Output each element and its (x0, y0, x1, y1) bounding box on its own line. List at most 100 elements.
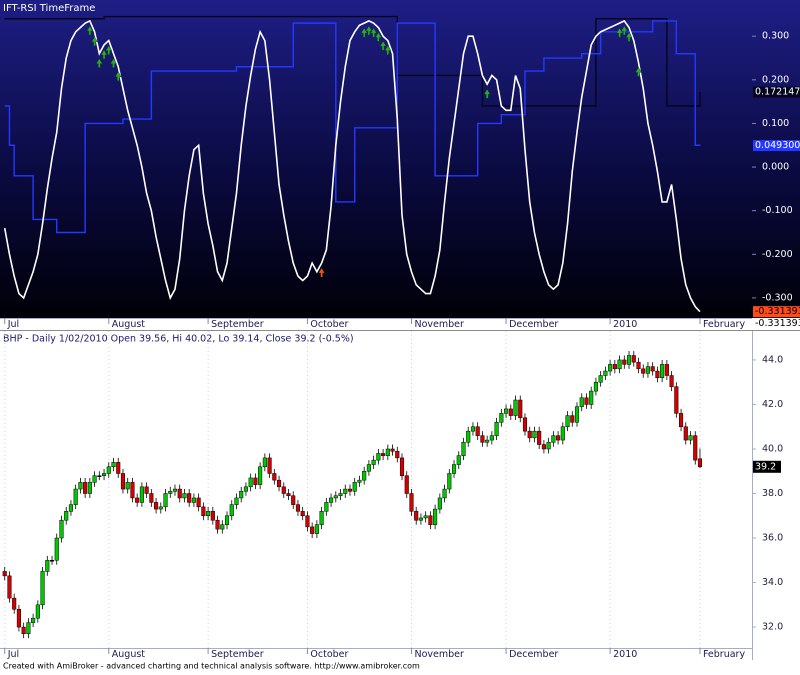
candle-body (447, 473, 452, 490)
candle-body (669, 375, 674, 387)
candle-body (295, 504, 301, 512)
candle-body (314, 524, 319, 534)
candle-body (409, 493, 414, 512)
candle-body (418, 517, 423, 521)
candle-body (73, 488, 78, 505)
last-value-box (753, 86, 800, 98)
candle-body (87, 482, 92, 494)
candle-body (556, 435, 561, 441)
x-tick-label: December (509, 319, 558, 330)
candle-body (456, 455, 461, 465)
candle-body (518, 399, 523, 419)
candle-body (54, 537, 59, 561)
candle-body (442, 488, 447, 499)
candle-body (626, 355, 632, 365)
candle-body (347, 488, 353, 492)
price-pane (0, 331, 800, 660)
y-tick-label: 0.100 (762, 118, 789, 129)
candle-body (262, 457, 267, 468)
candle-body (272, 473, 277, 481)
candle-body (574, 406, 580, 423)
indicator-line (4, 15, 701, 107)
y-tick-label: 38.0 (762, 488, 783, 499)
signal-marker (91, 36, 98, 47)
candle-body (7, 575, 12, 599)
signal-marker (370, 27, 377, 38)
candle-body (697, 458, 703, 468)
candle-body (428, 515, 433, 525)
x-tick-label: September (211, 649, 264, 660)
candle-body (310, 526, 315, 534)
candle-body (522, 417, 528, 432)
candle-body (527, 430, 532, 439)
candle-body (366, 464, 371, 472)
candle-body (385, 448, 390, 456)
candle-body (135, 497, 140, 503)
candle-body (579, 397, 584, 407)
candle-body (546, 442, 551, 450)
signal-marker (110, 58, 117, 68)
candle-body (622, 359, 627, 365)
last-value-label: 39.2 (755, 461, 776, 472)
candle-body (125, 482, 130, 490)
y-tick-label: 0.000 (762, 162, 789, 173)
candle-body (144, 486, 149, 494)
y-tick-label: 34.0 (762, 577, 783, 588)
signal-marker (100, 49, 108, 60)
candle-body (532, 430, 537, 439)
candle-body (584, 397, 589, 405)
candle-body (489, 435, 494, 441)
signal-marker (114, 71, 122, 81)
signal-marker (379, 40, 387, 51)
candle-body (480, 435, 485, 443)
candle-body (35, 604, 40, 619)
candle-body (655, 370, 660, 378)
candle-body (59, 519, 64, 539)
indicator-line (3, 19, 701, 313)
candle-body (139, 486, 144, 503)
candle-body (201, 506, 206, 517)
candle-body (504, 408, 509, 414)
candle-body (565, 415, 570, 427)
candle-body (414, 511, 419, 521)
candle-body (324, 502, 329, 512)
candle-body (679, 413, 684, 427)
last-value-label: -0.331393 (755, 306, 800, 317)
price-title: BHP - Daily 1/02/2010 Open 39.56, Hi 40.… (3, 334, 354, 345)
x-tick-label: Jul (7, 649, 19, 660)
x-tick-label: December (509, 649, 558, 660)
candle-body (357, 479, 362, 483)
candle-body (598, 375, 603, 383)
candle-body (45, 560, 50, 572)
candle-body (130, 482, 135, 499)
candle-body (2, 571, 7, 577)
candle-body (674, 386, 679, 414)
signal-marker (375, 32, 382, 42)
candle-body (253, 477, 258, 485)
y-tick-label: 36.0 (762, 533, 783, 544)
candle-body (513, 399, 518, 416)
candle-body (551, 435, 556, 443)
candle-body (243, 486, 248, 492)
candle-body (508, 408, 513, 416)
candle-body (537, 430, 542, 445)
signal-marker (620, 25, 628, 36)
y-tick-label: 32.0 (762, 622, 783, 633)
candle-body (97, 475, 102, 477)
candle-body (258, 466, 263, 485)
candle-body (163, 493, 168, 508)
candle-body (172, 488, 178, 492)
candle-body (343, 488, 348, 494)
candle-body (475, 426, 480, 436)
candle-body (40, 571, 45, 606)
y-tick-label: 0.200 (762, 74, 789, 85)
candle-body (570, 415, 575, 423)
candle-body (660, 364, 665, 378)
candle-body (333, 495, 338, 499)
candle-body (603, 370, 608, 376)
candle-body (499, 413, 504, 423)
candle-body (154, 502, 159, 510)
signal-marker (86, 25, 94, 36)
candle-body (12, 597, 17, 610)
candle-body (371, 459, 376, 465)
